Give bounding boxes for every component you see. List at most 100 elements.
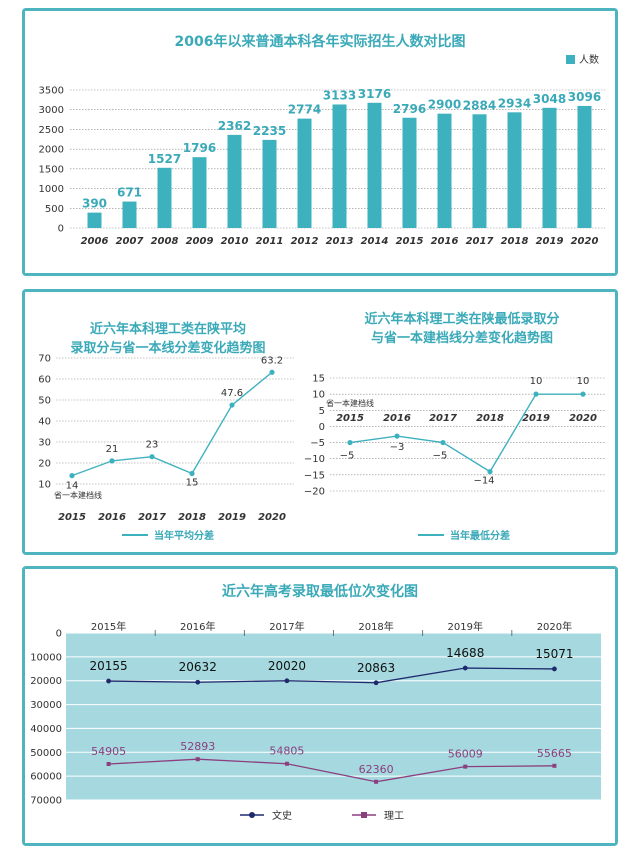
bar-x-tick: 2020 <box>571 236 599 247</box>
rank-chart: 近六年高考录取最低位次变化图 0 10000 20000 30000 40000 50000… <box>30 583 601 822</box>
avg-diff-chart-x-tick: 2015 <box>58 512 86 523</box>
bar-value-label: 2884 <box>463 98 496 112</box>
bar-value-label: 2362 <box>218 119 251 133</box>
rank-point <box>462 665 468 671</box>
avg-diff-chart-point <box>189 470 195 477</box>
min-diff-chart-y-tick: 0 <box>319 422 325 433</box>
min-diff-chart-point <box>533 391 539 397</box>
bar-x-tick: 2007 <box>116 236 144 247</box>
rank-y-tick: 0 <box>56 629 62 640</box>
rank-chart-title: 近六年高考录取最低位次变化图 <box>222 583 418 600</box>
bar-chart-title: 2006年以来普通本科各年实际招生人数对比图 <box>175 33 466 50</box>
avg-diff-chart-series-line <box>71 371 273 477</box>
avg-diff-chart-y-tick: 60 <box>38 375 51 386</box>
avg-diff-chart-value-label: 63.2 <box>261 355 283 366</box>
avg-diff-chart-y-tick: 10 <box>38 480 51 491</box>
min-diff-chart-legend-label: 当年最低分差 <box>450 529 510 542</box>
rank-value-label: 56009 <box>448 748 483 761</box>
rank-point <box>106 761 111 766</box>
avg-diff-chart-y-tick: 30 <box>38 438 51 449</box>
avg-diff-chart-baseline-label: 省一本建档线 <box>54 490 102 500</box>
bar-value-label: 1527 <box>148 152 181 166</box>
rank-legend-marker <box>249 812 255 818</box>
min-diff-chart-x-tick: 2019 <box>522 413 550 424</box>
rank-value-label: 52893 <box>180 740 215 753</box>
min-diff-chart-x-tick: 2018 <box>476 413 504 424</box>
rank-point <box>552 666 557 672</box>
bar-legend-swatch <box>566 55 575 64</box>
bar <box>577 105 592 228</box>
bar <box>87 212 102 228</box>
avg-diff-chart-x-tick: 2018 <box>178 512 206 523</box>
avg-diff-chart-legend-label: 当年平均分差 <box>154 529 214 542</box>
min-diff-chart-y-tick: −20 <box>304 487 325 498</box>
bar <box>262 139 277 228</box>
bar <box>297 118 312 228</box>
bar-x-tick: 2011 <box>256 236 284 247</box>
rank-y-tick: 50000 <box>30 748 62 759</box>
bar <box>542 107 557 228</box>
bar <box>192 157 207 228</box>
rank-point <box>373 680 379 686</box>
rank-x-tick: 2016年 <box>180 620 215 633</box>
min-diff-chart-point <box>487 469 493 475</box>
rank-value-label: 55665 <box>537 747 572 760</box>
rank-value-label: 20020 <box>268 659 306 673</box>
bar-x-tick: 2019 <box>536 236 564 247</box>
bar <box>507 112 522 228</box>
rank-legend-label: 文史 <box>272 809 292 822</box>
bar-y-tick: 1500 <box>39 164 64 175</box>
bar-x-tick: 2010 <box>221 236 249 247</box>
rank-point <box>195 757 200 762</box>
min-diff-chart-baseline-label: 省一本建档线 <box>326 398 374 408</box>
rank-y-tick: 70000 <box>30 796 62 807</box>
bar-x-tick: 2015 <box>396 236 424 247</box>
avg-diff-chart-y-tick: 50 <box>38 396 51 407</box>
avg-diff-chart-title: 录取分与省一本线分差变化趋势图 <box>70 340 265 356</box>
min-diff-chart-point <box>347 439 353 446</box>
rank-value-label: 62360 <box>359 763 394 776</box>
avg-diff-chart-value-label: 47.6 <box>221 388 243 399</box>
min-diff-chart-series-line <box>349 393 583 473</box>
bar <box>332 104 347 228</box>
rank-plot-area <box>66 633 601 800</box>
bar-value-label: 390 <box>82 197 107 211</box>
bar-x-tick: 2014 <box>361 236 389 247</box>
min-diff-chart-y-tick: 15 <box>312 374 325 385</box>
rank-series-line <box>108 758 555 783</box>
bar <box>472 114 487 228</box>
rank-y-tick: 10000 <box>30 652 62 663</box>
min-diff-chart-value-label: 10 <box>577 376 590 387</box>
avg-diff-chart-value-label: 15 <box>186 478 199 489</box>
avg-diff-chart-point <box>109 458 115 464</box>
bar-value-label: 3048 <box>533 92 566 106</box>
rank-point <box>195 679 201 685</box>
rank-value-label: 14688 <box>446 646 484 660</box>
min-diff-chart-y-tick: −15 <box>304 470 325 481</box>
rank-legend-label: 理工 <box>384 810 404 822</box>
bar <box>402 117 417 228</box>
rank-x-tick: 2017年 <box>269 620 304 633</box>
avg-diff-chart-x-tick: 2019 <box>218 512 246 523</box>
bar <box>227 134 242 228</box>
rank-point <box>374 779 379 784</box>
avg-diff-chart-x-tick: 2016 <box>98 512 126 523</box>
bar-y-tick: 0 <box>58 224 64 235</box>
bar-value-label: 2796 <box>393 102 426 116</box>
chart2-panel-inner <box>25 292 615 552</box>
bar-value-label: 2934 <box>498 96 531 110</box>
rank-y-tick: 60000 <box>30 772 62 783</box>
rank-y-tick: 20000 <box>30 676 62 687</box>
rank-x-tick: 2018年 <box>358 620 393 633</box>
bar-x-tick: 2013 <box>326 236 354 247</box>
bar-y-tick: 3000 <box>39 105 64 116</box>
rank-point <box>106 678 111 684</box>
bar-value-label: 2235 <box>253 124 286 138</box>
bar <box>122 201 137 228</box>
rank-value-label: 54805 <box>269 745 304 758</box>
rank-value-label: 20863 <box>357 661 395 675</box>
bar-value-label: 671 <box>117 186 142 200</box>
